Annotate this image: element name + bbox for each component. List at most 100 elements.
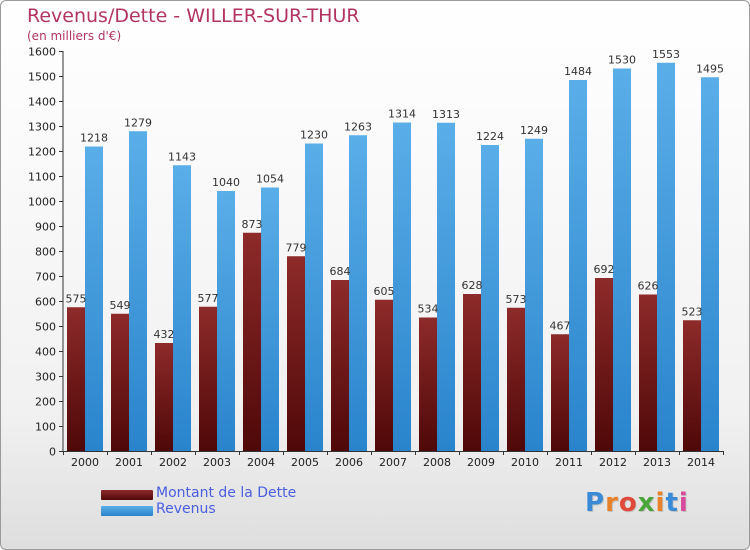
data-label-revenus: 1279 — [124, 116, 152, 129]
data-label-dette: 549 — [110, 299, 131, 312]
data-label-revenus: 1054 — [256, 173, 284, 186]
y-tick-label: 100 — [35, 421, 56, 434]
x-tick-label: 2007 — [379, 456, 407, 469]
data-label-revenus: 1224 — [476, 130, 504, 143]
data-label-revenus: 1249 — [520, 124, 548, 137]
x-tick-label: 2001 — [115, 456, 143, 469]
chart-subtitle: (en milliers d'€) — [27, 29, 122, 43]
x-tick-label: 2006 — [335, 456, 363, 469]
data-label-dette: 692 — [594, 263, 615, 276]
bar-dette — [683, 320, 701, 451]
data-label-dette: 626 — [638, 280, 659, 293]
y-tick-label: 300 — [35, 371, 56, 384]
bar-dette — [155, 343, 173, 451]
y-tick-label: 900 — [35, 221, 56, 234]
y-tick-label: 1600 — [28, 46, 56, 59]
bar-revenus — [85, 146, 103, 451]
bar-dette — [463, 294, 481, 451]
bar-dette — [595, 278, 613, 451]
y-tick-label: 1200 — [28, 146, 56, 159]
bar-revenus — [349, 135, 367, 451]
axes: 0 100 200 300 400 500 600 700 800 900 1000 1100 1200… — [28, 46, 724, 469]
data-label-dette: 779 — [286, 241, 307, 254]
y-tick-label: 200 — [35, 396, 56, 409]
bar-dette — [243, 232, 261, 451]
bar-dette — [639, 294, 657, 451]
data-label-dette: 432 — [154, 328, 175, 341]
data-label-dette: 577 — [198, 292, 219, 305]
legend-label-dette: Montant de la Dette — [156, 485, 297, 501]
data-label-revenus: 1230 — [300, 129, 328, 142]
bar-revenus — [305, 143, 323, 451]
legend-swatch-dette — [101, 490, 153, 500]
bar-revenus — [393, 122, 411, 451]
x-tick-label: 2005 — [291, 456, 319, 469]
data-label-dette: 605 — [374, 285, 395, 298]
bar-dette — [419, 317, 437, 451]
y-tick-label: 1300 — [28, 121, 56, 134]
bars — [67, 62, 719, 451]
bar-dette — [67, 307, 85, 451]
y-tick-label: 400 — [35, 346, 56, 359]
bar-revenus — [569, 80, 587, 451]
bar-dette — [199, 306, 217, 451]
bar-revenus — [701, 77, 719, 451]
chart-title: Revenus/Dette - WILLER-SUR-THUR — [27, 5, 360, 27]
bar-dette — [111, 313, 129, 451]
bar-dette — [551, 334, 569, 451]
data-label-revenus: 1040 — [212, 176, 240, 189]
data-label-revenus: 1263 — [344, 120, 372, 133]
data-label-revenus: 1313 — [432, 108, 460, 121]
x-tick-label: 2011 — [555, 456, 583, 469]
x-tick-label: 2012 — [599, 456, 627, 469]
y-tick-label: 1100 — [28, 171, 56, 184]
data-label-dette: 628 — [462, 279, 483, 292]
data-label-dette: 523 — [682, 305, 703, 318]
y-tick-label: 800 — [35, 246, 56, 259]
data-label-revenus: 1553 — [652, 48, 680, 61]
bar-revenus — [217, 191, 235, 451]
legend-label-revenus: Revenus — [156, 501, 216, 517]
y-tick-label: 1400 — [28, 96, 56, 109]
y-tick-label: 600 — [35, 296, 56, 309]
bar-dette — [331, 280, 349, 451]
bar-revenus — [173, 165, 191, 451]
x-tick-label: 2010 — [511, 456, 539, 469]
bar-revenus — [129, 131, 147, 451]
x-tick-label: 2003 — [203, 456, 231, 469]
bar-revenus — [613, 68, 631, 451]
bar-dette — [507, 307, 525, 451]
bar-revenus — [657, 62, 675, 451]
legend-swatch-revenus — [101, 506, 153, 516]
data-label-revenus: 1530 — [608, 54, 636, 67]
bar-revenus — [437, 122, 455, 451]
data-label-dette: 573 — [506, 293, 527, 306]
bar-revenus — [261, 187, 279, 451]
data-label-dette: 534 — [418, 303, 439, 316]
y-tick-label: 1000 — [28, 196, 56, 209]
bar-dette — [287, 256, 305, 451]
data-label-revenus: 1484 — [564, 65, 592, 78]
x-tick-label: 2013 — [643, 456, 671, 469]
data-label-revenus: 1143 — [168, 150, 196, 163]
data-label-revenus: 1495 — [696, 62, 724, 75]
bar-revenus — [481, 145, 499, 451]
x-tick-label: 2002 — [159, 456, 187, 469]
data-label-dette: 575 — [66, 292, 87, 305]
y-tick-label: 1500 — [28, 71, 56, 84]
y-tick-label: 0 — [49, 446, 56, 459]
x-tick-label: 2008 — [423, 456, 451, 469]
data-label-dette: 684 — [330, 265, 351, 278]
x-tick-label: 2009 — [467, 456, 495, 469]
bar-revenus — [525, 138, 543, 451]
data-label-revenus: 1314 — [388, 108, 416, 121]
bar-dette — [375, 299, 393, 451]
proxiti-logo: Proxiti — [585, 488, 689, 518]
x-tick-label: 2000 — [71, 456, 99, 469]
data-label-revenus: 1218 — [80, 132, 108, 145]
x-tick-label: 2004 — [247, 456, 275, 469]
y-tick-label: 500 — [35, 321, 56, 334]
y-tick-label: 700 — [35, 271, 56, 284]
